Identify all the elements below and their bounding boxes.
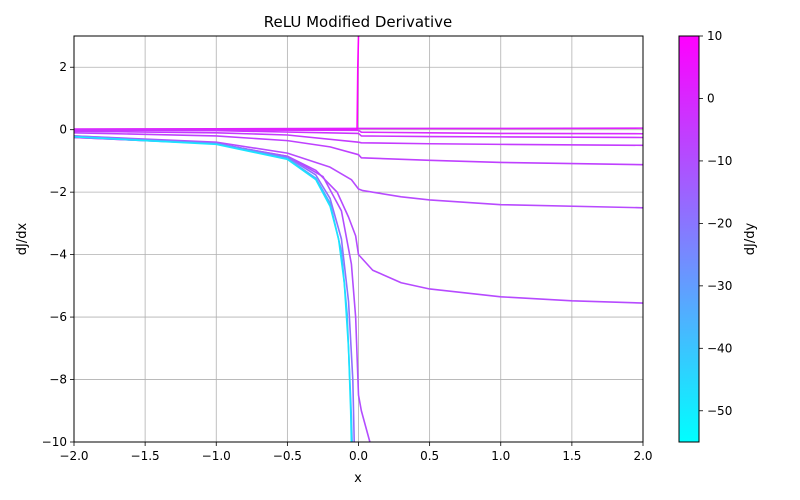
colorbar-gradient [678,35,700,443]
colorbar-tick-label: −40 [707,341,732,355]
y-tick-label: −6 [49,310,67,324]
colorbar: 10 0 −10 −20 −30 −40 −50 dJ/dy [678,29,758,443]
y-tick-label: −10 [42,435,67,449]
x-tick-label: −1.0 [202,449,231,463]
x-tick-label: −1.5 [131,449,160,463]
chart-title: ReLU Modified Derivative [264,13,452,31]
colorbar-label: dJ/dy [743,222,758,255]
series-line [74,127,643,130]
series-line [74,135,643,209]
x-tick-label: −2.0 [59,449,88,463]
y-tick-label: −4 [49,248,67,262]
series-line [74,129,643,139]
y-tick-label: −2 [49,185,67,199]
series-line [74,130,643,147]
x-tick-label: 0.0 [349,449,368,463]
x-axis-label: x [354,471,362,486]
y-tick-label: 0 [59,123,67,137]
y-tick-label: −8 [49,373,67,387]
series-line [74,136,353,442]
x-tick-label: 0.5 [420,449,439,463]
y-axis: −10 −8 −6 −4 −2 0 2 [42,60,74,449]
series-line [74,135,356,442]
x-axis: −2.0 −1.5 −1.0 −0.5 0.0 0.5 1.0 1.5 2.0 [59,442,653,463]
colorbar-tick-label: 0 [707,91,715,105]
colorbar-tick-label: 10 [707,29,722,43]
y-tick-label: 2 [59,60,67,74]
x-tick-label: −0.5 [273,449,302,463]
x-tick-label: 1.5 [562,449,581,463]
series-lines [74,36,643,442]
colorbar-tick-label: −50 [707,404,732,418]
colorbar-tick-label: −30 [707,279,732,293]
colorbar-tick-label: −20 [707,216,732,230]
colorbar-tick-label: −10 [707,154,732,168]
x-tick-label: 2.0 [633,449,652,463]
x-tick-label: 1.0 [491,449,510,463]
y-axis-label: dJ/dx [15,222,30,255]
series-line [74,132,643,166]
colorbar-ticks: 10 0 −10 −20 −30 −40 −50 [699,29,732,418]
